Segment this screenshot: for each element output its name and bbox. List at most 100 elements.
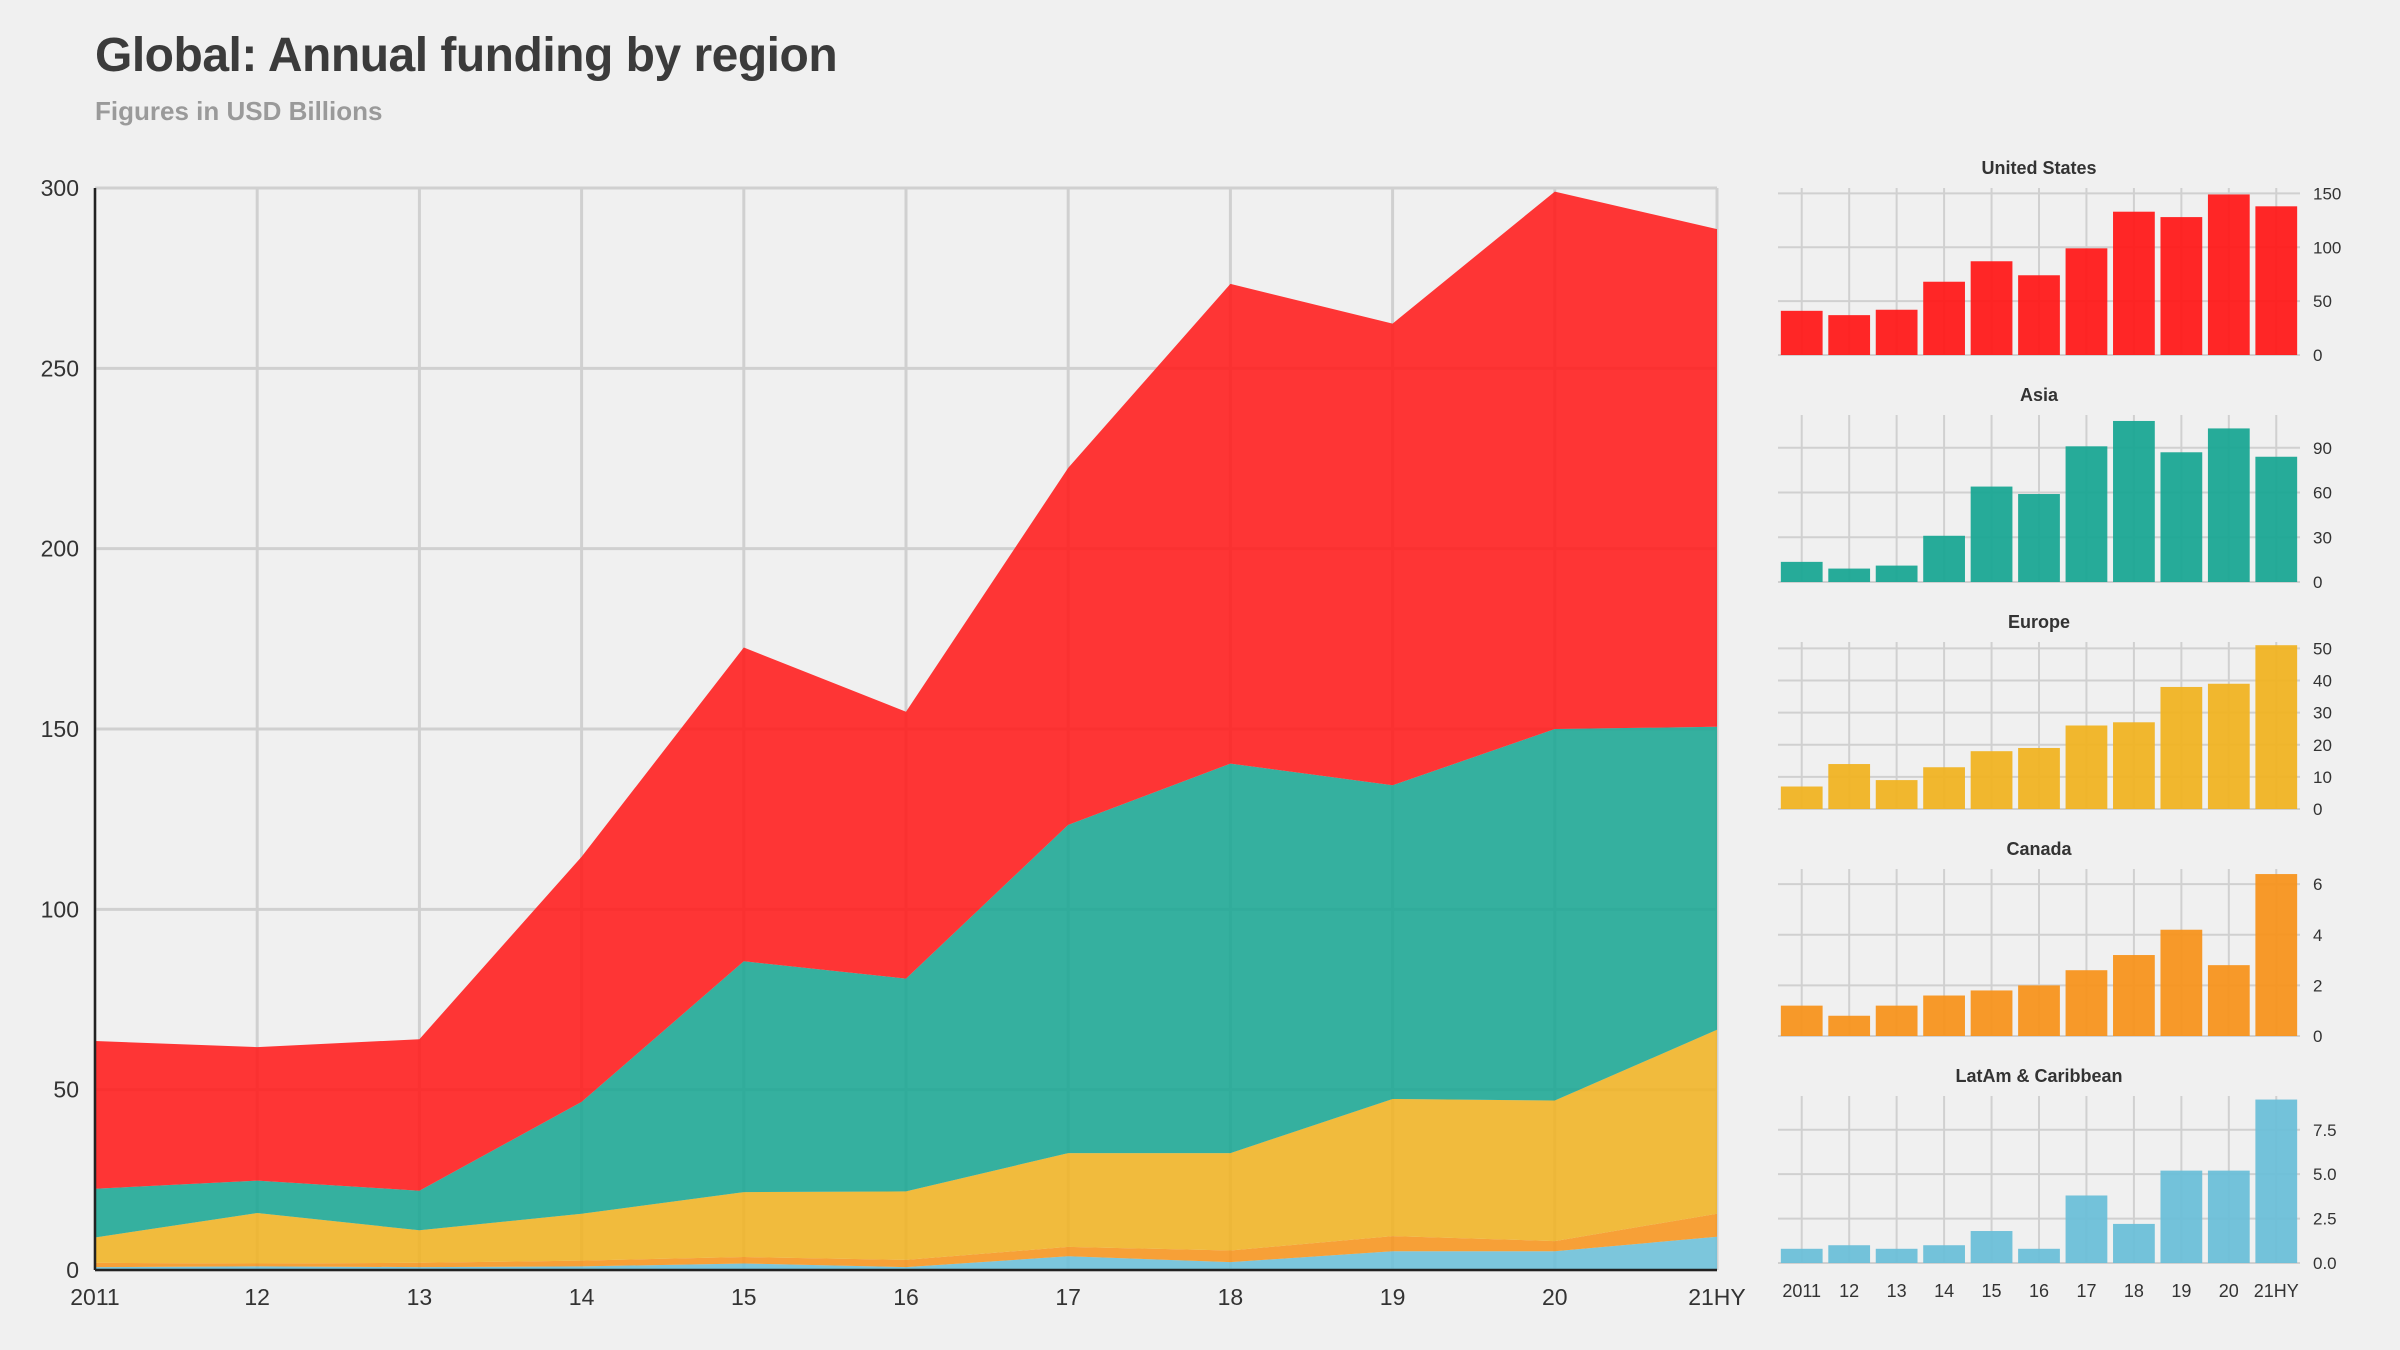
x-tick-label: 13 xyxy=(407,1284,433,1310)
x-tick-label: 17 xyxy=(1055,1284,1081,1310)
y-tick-label: 50 xyxy=(2313,292,2332,311)
y-tick-label: 30 xyxy=(2313,528,2332,547)
area-series-asia xyxy=(95,726,1717,1238)
bar xyxy=(1828,315,1871,355)
x-tick-label: 21HY xyxy=(1688,1284,1746,1310)
bar xyxy=(2160,686,2203,809)
bar xyxy=(2065,725,2108,809)
bar xyxy=(1970,751,2013,809)
bar xyxy=(2255,645,2298,809)
y-tick-label: 5.0 xyxy=(2313,1165,2337,1184)
bar xyxy=(1780,1005,1823,1036)
bar xyxy=(1875,780,1918,809)
y-tick-label: 20 xyxy=(2313,736,2332,755)
bar xyxy=(1828,568,1871,582)
bar xyxy=(2113,722,2155,809)
y-tick-label: 0 xyxy=(2313,800,2322,819)
bar xyxy=(2160,929,2203,1036)
small-chart-title: Canada xyxy=(2006,839,2072,859)
x-tick-label: 18 xyxy=(1218,1284,1244,1310)
small-chart-title: Asia xyxy=(2020,385,2059,405)
x-tick-label: 2011 xyxy=(1782,1281,1821,1301)
x-tick-label: 18 xyxy=(2124,1281,2144,1301)
bar xyxy=(2018,985,2060,1036)
area-series-united-states xyxy=(95,191,1717,1191)
bar xyxy=(1875,1005,1918,1036)
bar xyxy=(1828,1015,1871,1036)
y-tick-label: 10 xyxy=(2313,768,2332,787)
y-tick-label: 50 xyxy=(2313,639,2332,658)
bar xyxy=(1780,1248,1823,1263)
x-tick-label: 20 xyxy=(2219,1281,2239,1301)
y-tick-label: 0 xyxy=(66,1257,79,1283)
x-tick-label: 21HY xyxy=(2254,1281,2299,1301)
x-tick-label: 19 xyxy=(2171,1281,2191,1301)
y-tick-label: 300 xyxy=(41,175,79,201)
x-tick-label: 14 xyxy=(1934,1281,1954,1301)
bar xyxy=(2207,428,2250,582)
small-chart-canada: Canada 0 2 4 6 xyxy=(1778,839,2322,1046)
y-tick-label: 6 xyxy=(2313,875,2322,894)
y-tick-label: 60 xyxy=(2313,484,2332,503)
bar xyxy=(1780,561,1823,582)
x-tick-label: 20 xyxy=(1542,1284,1568,1310)
area-series-europe xyxy=(95,1029,1717,1264)
bar xyxy=(2255,456,2298,582)
bar xyxy=(1923,281,1965,355)
y-tick-label: 150 xyxy=(41,716,79,742)
bar xyxy=(1875,1248,1918,1263)
y-tick-label: 2.5 xyxy=(2313,1210,2337,1229)
bar xyxy=(1875,565,1918,582)
y-tick-label: 100 xyxy=(41,896,79,922)
bar xyxy=(2207,1170,2250,1263)
small-chart-europe: Europe 0 10 20 30 40 50 xyxy=(1778,612,2332,819)
y-tick-label: 7.5 xyxy=(2313,1121,2337,1140)
bar xyxy=(2160,452,2203,582)
area-series-canada xyxy=(95,1213,1717,1268)
bar xyxy=(2065,970,2108,1036)
y-tick-label: 4 xyxy=(2313,926,2322,945)
x-tick-label: 17 xyxy=(2076,1281,2096,1301)
main-area-chart: 0 50 100 150 200 250 300 2011 12 13 14 15 16 17 18 19 20… xyxy=(41,175,1746,1310)
y-tick-label: 250 xyxy=(41,355,79,381)
small-chart-latam-caribbean: LatAm & Caribbean 0.0 2.5 5.0 7.5 2011 12 13 14 1… xyxy=(1778,1066,2337,1301)
y-tick-label: 150 xyxy=(2313,184,2341,203)
small-chart-title: United States xyxy=(1981,158,2096,178)
bar xyxy=(2160,1170,2203,1263)
x-tick-label: 14 xyxy=(569,1284,595,1310)
x-tick-label: 12 xyxy=(1839,1281,1859,1301)
bar xyxy=(2113,1223,2155,1263)
bar xyxy=(1828,1245,1871,1263)
small-chart-asia: Asia 0 30 60 90 xyxy=(1778,385,2332,592)
bar xyxy=(2113,955,2155,1036)
x-tick-label: 15 xyxy=(731,1284,757,1310)
bar xyxy=(1970,486,2013,582)
chart-title: Global: Annual funding by region xyxy=(95,29,838,82)
bar xyxy=(1875,309,1918,355)
bar xyxy=(2207,194,2250,355)
y-tick-label: 50 xyxy=(53,1077,79,1103)
bar xyxy=(1828,764,1871,809)
bar xyxy=(1923,535,1965,582)
bar xyxy=(1970,261,2013,355)
y-tick-label: 100 xyxy=(2313,238,2341,257)
x-tick-label: 2011 xyxy=(70,1284,119,1310)
x-tick-label: 16 xyxy=(893,1284,919,1310)
y-tick-label: 0 xyxy=(2313,346,2322,365)
x-tick-label: 12 xyxy=(244,1284,270,1310)
bar xyxy=(2018,747,2060,809)
y-tick-label: 0 xyxy=(2313,573,2322,592)
y-tick-label: 90 xyxy=(2313,439,2332,458)
small-chart-title: Europe xyxy=(2008,612,2070,632)
bar xyxy=(2207,965,2250,1036)
bar xyxy=(2160,217,2203,355)
y-tick-label: 40 xyxy=(2313,672,2332,691)
y-tick-label: 200 xyxy=(41,536,79,562)
bar xyxy=(2065,446,2108,582)
y-tick-label: 30 xyxy=(2313,704,2332,723)
bar xyxy=(2018,494,2060,582)
y-tick-label: 0.0 xyxy=(2313,1254,2337,1273)
bar xyxy=(2018,1248,2060,1263)
bar xyxy=(1923,767,1965,809)
